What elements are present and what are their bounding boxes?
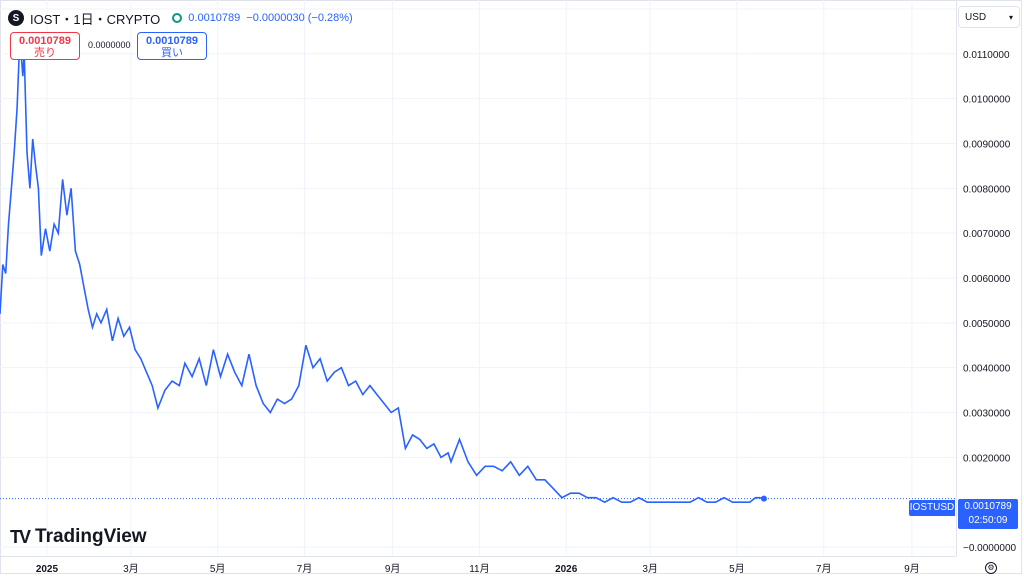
buy-button[interactable]: 0.0010789 買い xyxy=(137,32,207,60)
y-tick-label: 0.0070000 xyxy=(963,229,1011,240)
last-price-tag-value: 0.0010789 xyxy=(964,501,1012,512)
symbol-header: S IOST・1日・CRYPTO 0.0010789 −0.0000030 (−… xyxy=(8,8,353,28)
bar-countdown: 02:50:09 xyxy=(968,515,1008,526)
x-tick-label: 9月 xyxy=(385,563,401,575)
x-tick-label: 5月 xyxy=(729,563,745,575)
last-price-dot xyxy=(760,495,767,502)
last-price-tag: 0.0010789 02:50:09 xyxy=(958,499,1018,529)
tradingview-wordmark: TradingView xyxy=(35,526,147,547)
tradingview-logo[interactable]: TV TradingView xyxy=(10,526,147,548)
y-tick-label: 0.0050000 xyxy=(963,319,1011,330)
y-tick-label: 0.0020000 xyxy=(963,453,1011,464)
sell-label: 売り xyxy=(34,47,56,59)
series-line xyxy=(0,35,765,504)
x-tick-label: 11月 xyxy=(469,563,489,575)
spread-value: 0.0000000 xyxy=(88,40,131,50)
x-tick-label: 7月 xyxy=(816,563,832,575)
x-tick-label: 3月 xyxy=(123,563,139,575)
currency-select[interactable]: USD ▾ xyxy=(958,6,1020,28)
y-tick-label: 0.0100000 xyxy=(963,95,1011,106)
settings-gear-icon[interactable]: ⚙ xyxy=(985,562,997,574)
symbol-price-tag: IOSTUSD xyxy=(909,500,955,516)
chevron-down-icon: ▾ xyxy=(1008,12,1013,22)
header-change: −0.0000030 (−0.28%) xyxy=(246,12,353,24)
tradingview-mark-icon: TV xyxy=(10,526,31,547)
price-chart[interactable] xyxy=(0,0,956,556)
x-tick-label: 3月 xyxy=(642,563,658,575)
y-tick-label: −0.0000000 xyxy=(963,543,1017,554)
header-last-price: 0.0010789 xyxy=(188,12,241,24)
market-status-icon[interactable] xyxy=(172,13,183,23)
horizontal-gridlines xyxy=(0,8,956,548)
vertical-gridlines xyxy=(46,0,913,556)
sell-price: 0.0010789 xyxy=(19,35,71,47)
x-tick-label: 5月 xyxy=(210,563,226,575)
iost-logo-icon: S xyxy=(8,10,24,26)
buy-price: 0.0010789 xyxy=(146,35,198,47)
sell-button[interactable]: 0.0010789 売り xyxy=(10,32,80,60)
x-tick-label: 2025 xyxy=(36,564,59,575)
y-tick-label: 0.0040000 xyxy=(963,364,1011,375)
y-tick-label: 0.0110000 xyxy=(963,50,1010,61)
y-tick-label: 0.0030000 xyxy=(963,409,1011,420)
y-tick-label: 0.0080000 xyxy=(963,184,1011,195)
time-axis[interactable]: 2025 3月 5月 7月 9月 11月 2026 3月 5月 7月 9月 xyxy=(0,556,956,576)
price-axis[interactable]: 0.01200000.01100000.01000000.00900000.00… xyxy=(956,0,1024,556)
chart-area[interactable] xyxy=(0,0,956,556)
y-tick-label: 0.0090000 xyxy=(963,139,1011,150)
symbol-title[interactable]: IOST・1日・CRYPTO xyxy=(30,11,161,27)
x-tick-label: 9月 xyxy=(904,563,920,575)
currency-value: USD xyxy=(965,11,987,23)
buy-label: 買い xyxy=(161,47,183,59)
y-tick-label: 0.0060000 xyxy=(963,274,1011,285)
x-tick-label: 7月 xyxy=(297,563,313,575)
x-tick-label: 2026 xyxy=(555,564,578,575)
